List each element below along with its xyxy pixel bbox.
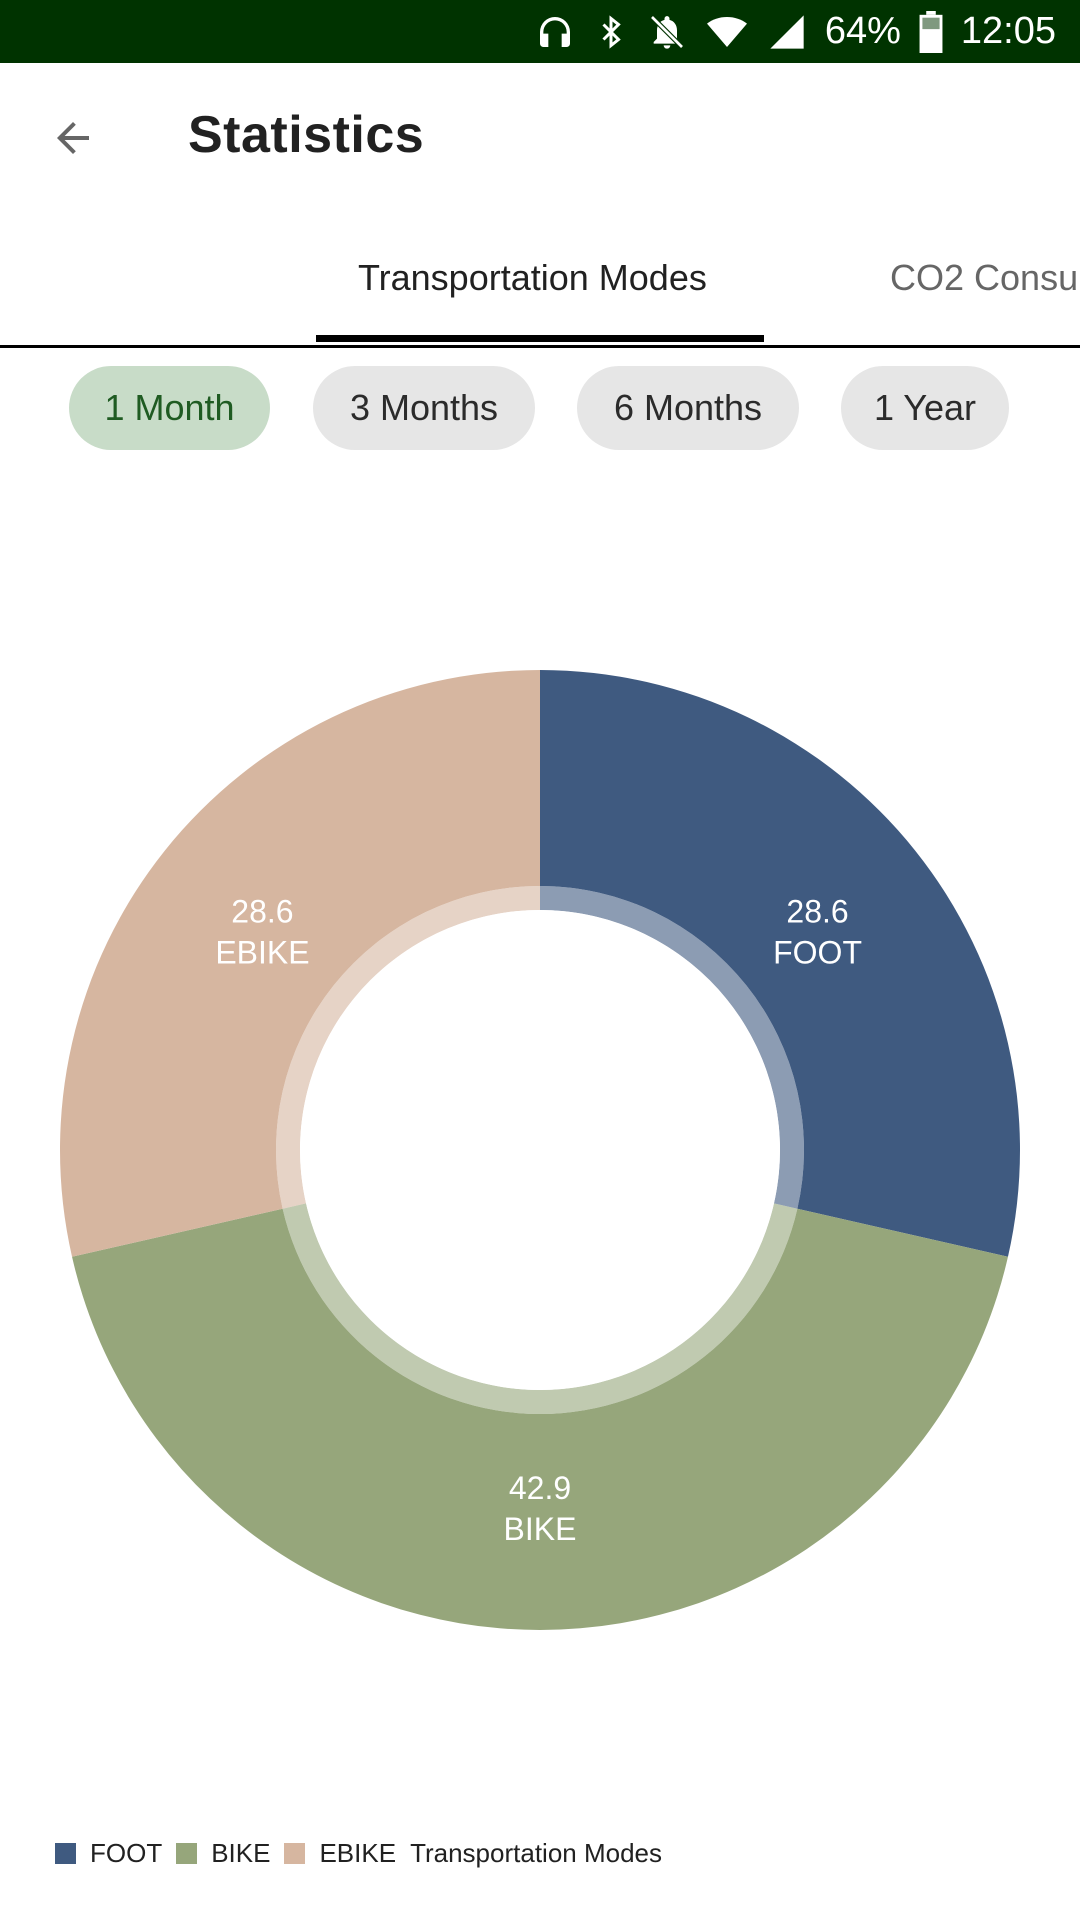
slice-ebike[interactable]: [59, 670, 541, 1257]
tab-transportation-modes[interactable]: Transportation Modes: [358, 257, 707, 298]
bluetooth-icon: [593, 12, 629, 52]
legend-item-foot: FOOT: [55, 1838, 162, 1869]
legend-title: Transportation Modes: [410, 1837, 663, 1868]
chip-6-months[interactable]: 6 Months: [577, 366, 799, 450]
period-filter: 1 Month 3 Months 6 Months 1 Year: [0, 366, 1080, 450]
app-bar: Statistics: [0, 63, 1080, 215]
slice-inner-ring-bike: [282, 1203, 798, 1415]
notifications-off-icon: [647, 12, 687, 52]
signal-icon: [767, 12, 807, 52]
transportation-modes-chart: 28.6 FOOT 42.9 BIKE 28.6 EBIKE: [0, 600, 1080, 1700]
slice-foot[interactable]: [540, 670, 1020, 1257]
chart-legend: FOOT BIKE EBIKE Transportation Modes: [55, 1838, 662, 1868]
donut-chart: 28.6 FOOT 42.9 BIKE 28.6 EBIKE: [59, 670, 1020, 1630]
tab-indicator: [316, 335, 764, 342]
slice-value-ebike: 28.6: [231, 894, 293, 930]
battery-icon: [919, 10, 943, 53]
legend-swatch-foot: [55, 1842, 76, 1864]
chip-1-month[interactable]: 1 Month: [69, 366, 270, 450]
slice-label-foot: FOOT: [773, 935, 862, 971]
slice-value-bike: 42.9: [509, 1470, 571, 1506]
arrow-back-icon: [57, 122, 89, 154]
chip-3-months[interactable]: 3 Months: [313, 366, 535, 450]
chip-1-year[interactable]: 1 Year: [841, 366, 1009, 450]
slice-bike[interactable]: [72, 1208, 1008, 1630]
legend-item-ebike: EBIKE: [284, 1838, 396, 1869]
wifi-icon: [705, 12, 749, 52]
legend-swatch-ebike: [284, 1842, 306, 1864]
legend-item-bike: BIKE: [176, 1838, 270, 1869]
tab-co2-consumption[interactable]: CO2 Consum: [890, 257, 1080, 298]
status-icons: 64% 12:05: [535, 0, 1056, 63]
page-title: Statistics: [188, 106, 425, 164]
slice-value-foot: 28.6: [786, 894, 848, 930]
headphones-icon: [535, 12, 575, 52]
status-bar: 64% 12:05: [0, 0, 1080, 63]
donut-hole: [300, 910, 780, 1390]
clock: 12:05: [960, 10, 1056, 52]
slice-label-ebike: EBIKE: [215, 935, 309, 971]
legend-label-ebike: EBIKE: [319, 1837, 397, 1868]
battery-percent: 64%: [824, 10, 901, 52]
legend-swatch-bike: [176, 1842, 198, 1864]
slice-label-bike: BIKE: [504, 1511, 577, 1547]
back-button[interactable]: [38, 103, 108, 173]
tab-bar: Transportation Modes CO2 Consum: [0, 215, 1080, 348]
legend-label-bike: BIKE: [211, 1837, 271, 1868]
legend-label-foot: FOOT: [90, 1837, 163, 1868]
